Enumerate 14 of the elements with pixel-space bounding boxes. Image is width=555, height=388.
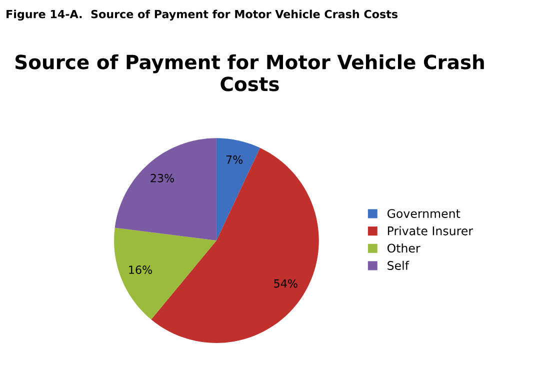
legend-label: Private Insurer <box>388 226 474 236</box>
legend-label: Self <box>388 260 410 270</box>
data-label: 54% <box>274 279 298 288</box>
pie-slice <box>114 228 216 320</box>
data-label: 23% <box>150 174 174 182</box>
pie-slice <box>114 138 216 241</box>
pie-slice <box>151 148 319 343</box>
caption: Figure 14-A. Source of Payment for Motor Vehicle Crash Costs <box>6 10 398 21</box>
legend-label: Other <box>387 244 420 253</box>
legend-label: Government <box>387 209 460 218</box>
chart-title: Source of Payment for Motor Vehicle Crash Costs <box>16 54 484 92</box>
pie-slice <box>216 138 260 241</box>
data-label: 7% <box>226 155 243 164</box>
data-label: 16% <box>129 266 152 274</box>
